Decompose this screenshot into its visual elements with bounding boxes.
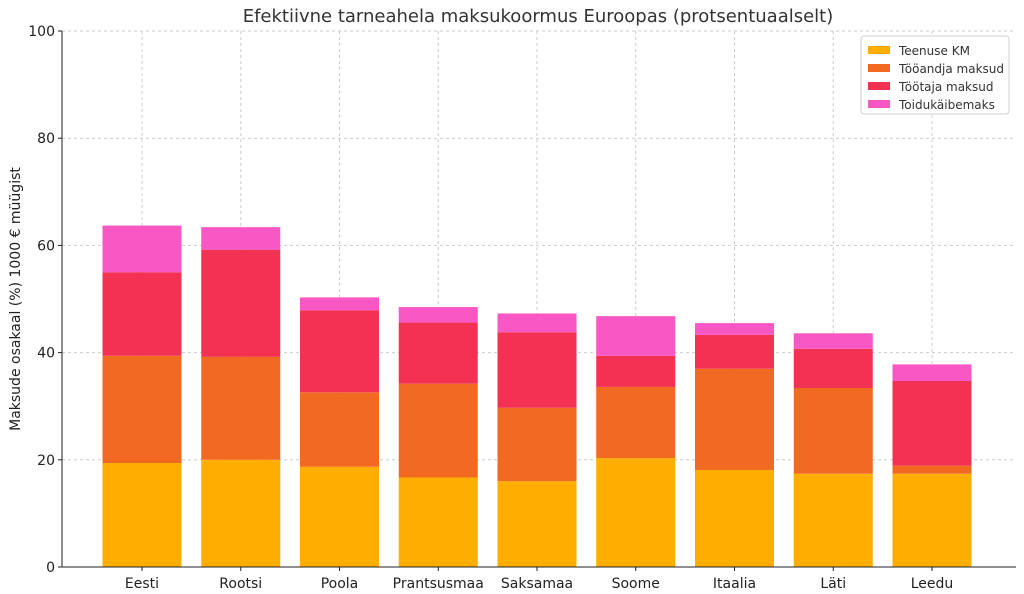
x-tick-label: Läti [820, 576, 846, 592]
bar-segment [497, 407, 577, 482]
bar-segment [201, 459, 281, 567]
y-tick-label: 40 [37, 346, 55, 362]
bar-segment [793, 333, 873, 349]
bar-segment [695, 368, 774, 470]
y-tick-labels: 0 20 40 60 80 100 [28, 24, 62, 576]
legend-entry-label: Tööandja maksud [898, 62, 1004, 76]
y-axis-label: Maksude osakaal (%) 1000 € müügist [8, 167, 24, 431]
y-tick-label: 20 [37, 453, 55, 469]
y-tick-label: 100 [28, 24, 55, 40]
x-tick-labels: Eesti Rootsi Poola Prantsusmaa Saksamaa Soome… [125, 567, 953, 592]
bar-segment [102, 355, 182, 464]
y-tick-label: 0 [46, 560, 55, 576]
bar-segment [497, 481, 577, 567]
bar-segment [892, 473, 972, 567]
bar-segment [892, 364, 972, 382]
bar-segment [695, 334, 774, 369]
x-tick-label: Soome [612, 576, 660, 592]
x-tick-label: Eesti [125, 576, 159, 592]
bar-segment [596, 316, 676, 356]
legend: Teenuse KM Tööandja maksud Töötaja maksud T… [860, 35, 1010, 115]
bar-segment [201, 249, 281, 357]
bar-segment [300, 392, 379, 467]
bar-segment [793, 473, 873, 567]
bar-segment [300, 466, 379, 567]
y-tick-label: 60 [37, 238, 55, 254]
bar-segment [102, 272, 182, 356]
bar-segment [398, 383, 478, 478]
bar-segment [695, 469, 774, 567]
bar-segment [398, 477, 478, 567]
legend-entry-label: Toidukäibemaks [898, 98, 995, 112]
x-tick-label: Leedu [911, 576, 954, 592]
bar-segment [201, 227, 281, 250]
x-tick-label: Poola [321, 576, 359, 592]
bar-segment [398, 307, 478, 323]
bar-segment [892, 381, 972, 466]
legend-swatch [868, 46, 890, 54]
x-tick-label: Saksamaa [501, 576, 573, 592]
x-tick-label: Rootsi [219, 576, 262, 592]
bar-segment [596, 458, 676, 567]
bar-segment [793, 348, 873, 388]
legend-entry-label: Teenuse KM [898, 44, 970, 58]
legend-swatch [868, 64, 890, 72]
bar-segment [398, 322, 478, 384]
bars [102, 225, 972, 567]
bar-segment [497, 313, 577, 333]
chart-title: Efektiivne tarneahela maksukoormus Euroo… [243, 6, 834, 27]
axes [61, 31, 1016, 568]
bar-segment [892, 465, 972, 474]
bar-segment [102, 463, 182, 567]
legend-swatch [868, 82, 890, 90]
x-tick-label: Prantsusmaa [393, 576, 484, 592]
bar-segment [102, 225, 182, 273]
bar-segment [596, 386, 676, 459]
bar-segment [596, 355, 676, 387]
bar-segment [695, 323, 774, 335]
bar-segment [497, 332, 577, 408]
bar-segment [300, 297, 379, 311]
legend-swatch [868, 100, 890, 108]
y-tick-label: 80 [37, 131, 55, 147]
legend-entry-label: Töötaja maksud [898, 80, 993, 94]
bar-segment [793, 387, 873, 474]
legend-box [860, 35, 1010, 115]
bar-segment [201, 356, 281, 460]
bar-segment [300, 310, 379, 393]
x-tick-label: Itaalia [713, 576, 756, 592]
